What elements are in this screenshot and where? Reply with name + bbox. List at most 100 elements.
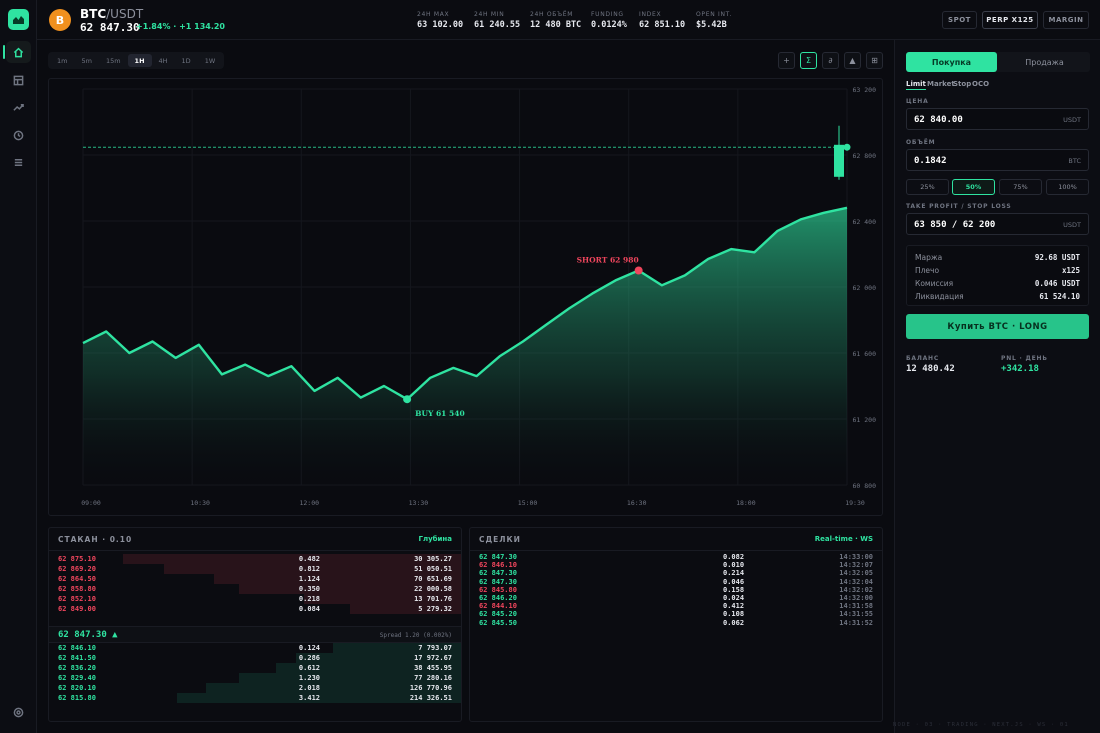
trade-size: 0.412 — [723, 602, 745, 611]
summary-value: 61 524.10 — [1039, 292, 1080, 301]
price-chart[interactable]: BUY 61 540 SHORT 62 980 63 200 62 800 62 40… — [48, 78, 883, 516]
mid-price: 62 847.30 ▲ — [58, 630, 118, 640]
pair-title[interactable]: BTC/USDT — [80, 7, 143, 21]
submit-buy-button[interactable]: Купить BTC · LONG — [906, 314, 1089, 339]
tab-buy[interactable]: Покупка — [906, 52, 997, 72]
ask-row[interactable]: 62 875.10 0.482 30 305.27 — [49, 554, 461, 564]
ask-row[interactable]: 62 869.20 0.812 51 050.51 — [49, 564, 461, 574]
pair-base: BTC — [80, 7, 107, 21]
sidebar-item-grid[interactable] — [6, 69, 31, 91]
bid-row[interactable]: 62 841.50 0.286 17 972.67 — [49, 653, 461, 663]
depth-link[interactable]: Глубина — [418, 535, 452, 543]
depth-bar — [238, 673, 461, 683]
x-tick-label: 19:30 — [845, 499, 865, 507]
trade-row: 62 844.10 0.412 14:31:58 — [470, 601, 882, 611]
summary-liquidation: Ликвидация 61 524.10 — [915, 292, 1080, 302]
depth-bar — [333, 643, 461, 653]
bid-row[interactable]: 62 836.20 0.612 38 455.95 — [49, 663, 461, 673]
order-total: 51 050.51 — [414, 565, 452, 573]
y-tick-label: 63 200 — [853, 86, 877, 94]
stat-funding: FUNDING 0.0124% — [591, 11, 627, 30]
indicators-tool-button[interactable]: Σ — [800, 52, 817, 69]
market-perp-button[interactable]: PERP X125 — [982, 11, 1038, 29]
bid-row[interactable]: 62 815.80 3.412 214 326.51 — [49, 693, 461, 703]
logo[interactable] — [8, 9, 29, 30]
chart-marks: BUY 61 540 SHORT 62 980 — [83, 125, 851, 418]
order-type-oco[interactable]: OCO — [972, 80, 990, 88]
order-size: 3.412 — [298, 694, 320, 702]
trade-time: 14:32:05 — [839, 569, 873, 578]
timeframe-15m[interactable]: 15m — [105, 56, 121, 65]
pnl-label: PNL · ДЕНЬ — [1001, 355, 1048, 362]
market-margin-button[interactable]: MARGIN — [1043, 11, 1089, 29]
percent-75-button[interactable]: 75% — [999, 179, 1042, 195]
crosshair-tool-button[interactable]: + — [778, 52, 795, 69]
sidebar-item-settings[interactable] — [6, 701, 31, 723]
x-tick-label: 16:30 — [627, 499, 647, 507]
bid-row[interactable]: 62 820.10 2.018 126 770.96 — [49, 683, 461, 693]
timeframe-4h[interactable]: 4H — [158, 56, 168, 65]
stat-open-interest: OPEN INT. $5.42B — [696, 11, 732, 30]
tab-sell[interactable]: Продажа — [1025, 57, 1064, 67]
volume-input[interactable]: 0.1842 BTC — [906, 149, 1089, 171]
order-total: 70 651.69 — [414, 575, 452, 583]
sidebar-item-history[interactable] — [6, 124, 31, 146]
order-type-market[interactable]: Market — [927, 80, 955, 88]
timeframe-1h[interactable]: 1H — [127, 54, 152, 67]
ask-row[interactable]: 62 864.50 1.124 70 651.69 — [49, 574, 461, 584]
ask-row[interactable]: 62 852.10 0.218 13 701.76 — [49, 594, 461, 604]
sidebar-item-list[interactable] — [6, 151, 31, 173]
drawing-tool-button[interactable]: ▲ — [844, 52, 861, 69]
stat-index: INDEX 62 851.10 — [639, 11, 685, 30]
price-value: 62 840.00 — [914, 115, 963, 125]
trade-size: 0.024 — [723, 594, 745, 602]
timeframe-1m[interactable]: 1m — [57, 56, 68, 65]
summary-key: Маржа — [915, 253, 943, 262]
price-label: ЦЕНА — [906, 98, 929, 105]
side-tabs: Покупка Продажа — [906, 52, 1090, 72]
order-price: 62 836.20 — [58, 664, 96, 672]
stat-24h-max: 24H MAX 63 102.00 — [417, 11, 463, 30]
ask-row[interactable]: 62 849.00 0.084 5 279.32 — [49, 604, 461, 614]
order-total: 30 305.27 — [414, 555, 452, 563]
order-total: 126 770.96 — [409, 684, 452, 692]
order-size: 0.218 — [298, 595, 320, 603]
percent-50-button[interactable]: 50% — [952, 179, 995, 195]
percent-100-button[interactable]: 100% — [1046, 179, 1089, 195]
x-tick-label: 15:00 — [518, 499, 538, 507]
tpsl-input[interactable]: 63 850 / 62 200 USDT — [906, 213, 1089, 235]
bid-row[interactable]: 62 829.40 1.230 77 280.16 — [49, 673, 461, 683]
stat-value: $5.42B — [696, 20, 727, 30]
price-input[interactable]: 62 840.00 USDT — [906, 108, 1089, 130]
y-tick-label: 62 000 — [853, 284, 877, 292]
percent-25-button[interactable]: 25% — [906, 179, 949, 195]
trade-time: 14:32:00 — [839, 594, 873, 602]
summary-value: x125 — [1061, 266, 1080, 275]
stat-label: FUNDING — [591, 11, 624, 18]
stat-value: 63 102.00 — [417, 20, 464, 30]
market-spot-button[interactable]: SPOT — [942, 11, 977, 29]
x-tick-label: 10:30 — [190, 499, 210, 507]
trade-time: 14:33:00 — [839, 553, 873, 561]
order-type-limit[interactable]: Limit — [906, 80, 926, 90]
pair-quote: /USDT — [106, 7, 144, 21]
x-tick-label: 12:00 — [299, 499, 319, 507]
sidebar-item-trend[interactable] — [6, 96, 31, 118]
studies-tool-button[interactable]: ∂ — [822, 52, 839, 69]
spread-label: Spread 1.20 (0.002%) — [379, 632, 452, 639]
stat-value: 62 851.10 — [639, 20, 686, 30]
ask-row[interactable]: 62 858.80 0.350 22 000.58 — [49, 584, 461, 594]
timeframe-selector: 1m 5m 15m 1H 4H 1D 1W — [48, 52, 225, 69]
layout-tool-button[interactable]: ⊞ — [866, 52, 883, 69]
trade-price: 62 847.30 — [479, 577, 517, 586]
depth-bar — [205, 683, 461, 693]
y-tick-label: 61 600 — [853, 350, 877, 358]
timeframe-1d[interactable]: 1D — [181, 56, 191, 65]
volume-label: ОБЪЁМ — [906, 139, 936, 146]
timeframe-1w[interactable]: 1W — [204, 56, 216, 65]
order-type-stop[interactable]: Stop — [953, 80, 972, 88]
y-tick-label: 62 400 — [853, 218, 877, 226]
sidebar-item-home[interactable] — [3, 41, 31, 63]
timeframe-5m[interactable]: 5m — [81, 56, 92, 65]
bid-row[interactable]: 62 846.10 0.124 7 793.07 — [49, 643, 461, 653]
